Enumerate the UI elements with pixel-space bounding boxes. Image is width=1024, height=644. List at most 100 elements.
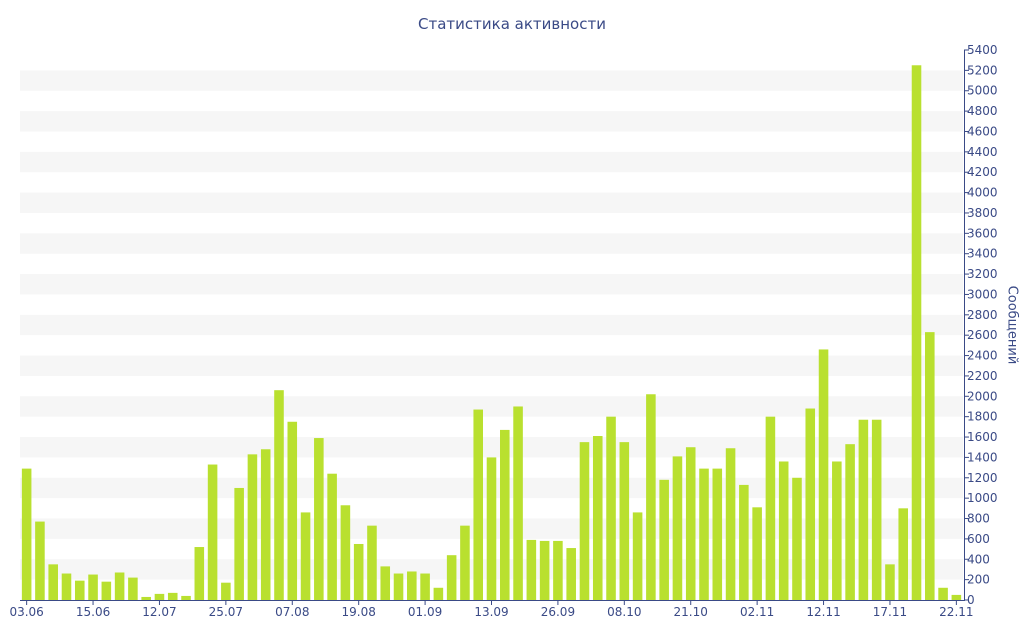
bar [659,479,669,600]
y-tick-label: 4000 [967,186,998,200]
y-tick-label: 4400 [967,145,998,159]
y-tick-label: 1400 [967,450,998,464]
grid-band [20,111,963,132]
grid-band [20,355,963,376]
bar [433,587,444,600]
x-tick-label: 08.10 [607,605,641,619]
bar [858,419,869,600]
y-tick-label: 600 [967,532,990,546]
x-tick-label: 21.10 [674,605,708,619]
bar [21,468,32,600]
y-tick-label: 800 [967,512,990,526]
bar [340,505,351,600]
bar [486,457,497,600]
bar [513,406,523,600]
y-tick-label: 4600 [967,124,998,138]
bar [925,332,935,600]
bar [247,454,258,600]
bar [393,573,404,600]
bar [420,573,430,600]
bar [672,456,683,600]
x-tick-label: 22.11 [939,605,973,619]
bar [48,564,58,600]
y-tick-label: 1200 [967,471,998,485]
bar [911,65,922,601]
y-tick-label: 400 [967,552,990,566]
x-tick-label: 17.11 [873,605,907,619]
bar [35,521,45,600]
grid-band [20,192,963,213]
bar [260,449,271,600]
x-tick-label: 25.07 [209,605,243,619]
y-tick-label: 2200 [967,369,998,383]
y-tick-label: 3600 [967,226,998,240]
bar [207,464,218,600]
bar [885,564,895,600]
bar [407,571,417,600]
bar [632,512,643,600]
y-tick-label: 3400 [967,247,998,261]
grid-band [20,314,963,336]
bar [167,592,178,600]
y-tick-label: 1000 [967,491,998,505]
bar [646,394,656,600]
x-tick-label: 01.09 [408,605,442,619]
bar [234,487,244,600]
bar [380,566,391,600]
y-tick-label: 3800 [967,206,998,220]
bar [832,461,842,600]
bar [592,436,603,600]
y-tick-label: 2600 [967,328,998,342]
bar [500,429,510,600]
bar [181,595,191,600]
y-tick-label: 5000 [967,84,998,98]
y-tick-label: 0 [967,593,975,607]
bar [154,593,165,600]
x-tick-label: 02.11 [740,605,774,619]
y-tick-label: 4800 [967,104,998,118]
bar [221,582,231,600]
grid-band [20,274,963,295]
bar [128,577,138,600]
bar [353,543,364,600]
y-tick-label: 3000 [967,287,998,301]
bar [871,419,882,600]
bar [712,468,723,600]
bar [88,574,98,600]
bar [699,468,709,600]
bar [898,508,909,600]
x-tick-label: 12.07 [142,605,176,619]
y-tick-label: 4200 [967,165,998,179]
grid-band [20,151,963,173]
bar [539,540,550,600]
x-tick-label: 13.09 [474,605,508,619]
y-tick-label: 2000 [967,389,998,403]
bar [287,421,298,600]
bar [274,390,284,600]
bar [314,438,324,600]
bar [101,581,112,600]
grid-band [20,396,963,417]
bar [778,461,789,600]
bar [938,587,948,600]
bar [606,416,616,600]
bar [951,594,962,600]
bar [473,409,483,600]
bar [619,442,630,600]
bar [114,572,125,600]
bar [725,448,736,600]
y-tick-label: 200 [967,573,990,587]
y-tick-label: 3200 [967,267,998,281]
bar [194,547,205,600]
bar [752,507,762,600]
x-tick-label: 03.06 [9,605,43,619]
bar [526,539,537,600]
bar [367,525,377,600]
y-tick-label: 1800 [967,410,998,424]
x-tick-label: 19.08 [342,605,376,619]
bar [739,484,749,600]
bar [446,555,457,600]
bar [61,573,72,600]
bar [327,473,337,600]
